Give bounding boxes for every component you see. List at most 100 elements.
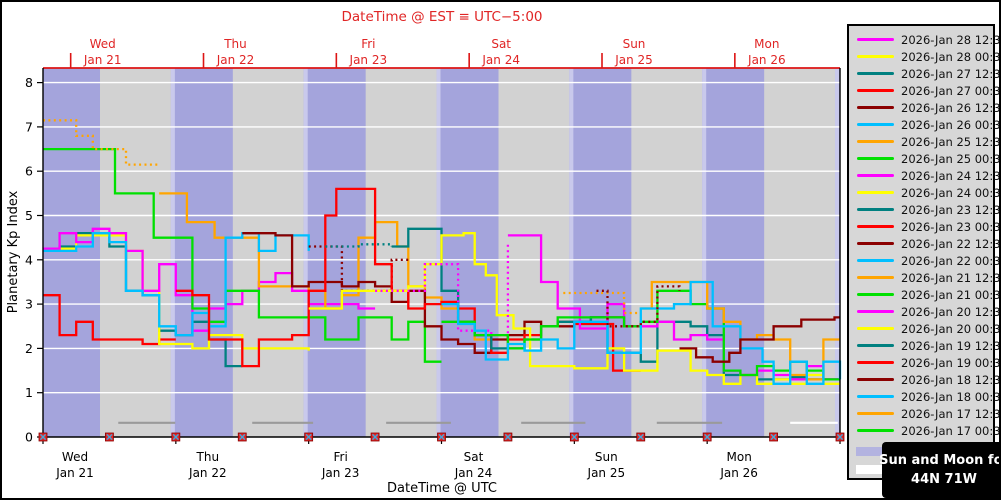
- legend-line-swatch: [857, 173, 894, 178]
- legend-line-swatch: [857, 241, 894, 246]
- time-marker: [304, 432, 314, 442]
- legend-item-label: 2026-Jan 25 12:30: [901, 134, 1001, 149]
- kp-series-line: [596, 285, 681, 328]
- utc-day-label: Sat: [464, 450, 484, 464]
- kp-series-line: [43, 232, 310, 337]
- legend-item: 2026-Jan 19 12:30: [849, 337, 999, 354]
- legend-rows: 2026-Jan 28 12:30 2026-Jan 28 00:30 2026-J…: [849, 26, 999, 439]
- legend-item-label: 2026-Jan 26 12:30: [901, 100, 1001, 115]
- legend-item: 2026-Jan 18 00:30: [849, 388, 999, 405]
- legend-item-label: 2026-Jan 22 00:30: [901, 253, 1001, 268]
- legend-item-label: 2026-Jan 27 12:30: [901, 66, 1001, 81]
- legend-item: 2026-Jan 28 00:30: [849, 48, 999, 65]
- time-marker: [769, 432, 778, 442]
- time-marker: [503, 432, 513, 442]
- y-tick-label: 0: [25, 430, 33, 445]
- utc-date-label: Jan 26: [719, 466, 758, 480]
- legend: 2026-Jan 28 12:30 2026-Jan 28 00:30 2026-J…: [847, 24, 999, 498]
- legend-item: 2026-Jan 28 12:30: [849, 31, 999, 48]
- legend-line-swatch: [857, 224, 894, 229]
- legend-moon-band-swatch: [856, 465, 897, 474]
- y-axis-title: Planetary Kp Index: [6, 190, 21, 313]
- legend-line-swatch: [857, 360, 894, 365]
- y-tick-label: 3: [25, 297, 33, 312]
- utc-date-label: Jan 24: [454, 466, 493, 480]
- legend-item-label: 2026-Jan 23 00:30: [901, 219, 1001, 234]
- legend-item-label: 2026-Jan 25 00:30: [901, 151, 1001, 166]
- legend-item: 2026-Jan 20 12:30: [849, 303, 999, 320]
- legend-item: 2026-Jan 25 12:30: [849, 133, 999, 150]
- daylight-band: [100, 68, 171, 437]
- sun-moon-note-line2: 44N 71W: [911, 472, 977, 487]
- legend-line-swatch: [857, 156, 894, 161]
- legend-line-swatch: [857, 105, 894, 110]
- legend-item: 2026-Jan 26 12:30: [849, 99, 999, 116]
- axis-labels: 0 1 2 3 4 5 6 7 8 Wed Jan 21 Thu Jan 22 Fri Jan 23 Sat J…: [25, 37, 786, 480]
- legend-line-swatch: [857, 275, 894, 280]
- legend-line-swatch: [857, 428, 894, 433]
- axes: [37, 53, 845, 444]
- legend-line-swatch: [857, 122, 894, 127]
- legend-item-label: 2026-Jan 21 12:30: [901, 270, 1001, 285]
- legend-item-label: 2026-Jan 24 00:30: [901, 185, 1001, 200]
- utc-day-label: Thu: [196, 450, 220, 464]
- legend-night-band-swatch: [856, 447, 897, 456]
- utc-date-label: Jan 23: [321, 466, 360, 480]
- legend-item-label: 2026-Jan 19 12:30: [901, 338, 1001, 353]
- legend-item: 2026-Jan 27 00:30: [849, 82, 999, 99]
- utc-date-label: Jan 25: [587, 466, 626, 480]
- legend-line-swatch: [857, 71, 894, 76]
- kp-series-line: [375, 242, 510, 337]
- legend-line-swatch: [857, 207, 894, 212]
- legend-item-label: 2026-Jan 18 00:30: [901, 389, 1001, 404]
- legend-line-swatch: [857, 309, 894, 314]
- kp-series-line: [43, 147, 442, 363]
- utc-date-label: Jan 21: [55, 466, 94, 480]
- legend-item-label: 2026-Jan 19 00:30: [901, 355, 1001, 370]
- legend-item: 2026-Jan 17 12:30: [849, 405, 999, 422]
- est-date-label: Jan 25: [614, 53, 653, 67]
- est-date-label: Jan 26: [747, 53, 786, 67]
- legend-item: 2026-Jan 24 12:30: [849, 167, 999, 184]
- legend-item: 2026-Jan 22 12:30: [849, 235, 999, 252]
- legend-item-label: 2026-Jan 21 00:30: [901, 287, 1001, 302]
- forecast-series-lines: [43, 119, 842, 385]
- twilight-strip: [436, 68, 441, 437]
- y-tick-label: 4: [25, 252, 33, 267]
- y-tick-label: 6: [25, 164, 33, 179]
- legend-item-label: 2026-Jan 22 12:30: [901, 236, 1001, 251]
- legend-item: 2026-Jan 18 12:30: [849, 371, 999, 388]
- legend-item: 2026-Jan 26 00:30: [849, 116, 999, 133]
- twilight-strip: [170, 68, 175, 437]
- est-day-label: Sat: [491, 37, 511, 51]
- legend-line-swatch: [857, 88, 894, 93]
- legend-line-swatch: [857, 394, 894, 399]
- legend-item: 2026-Jan 24 00:30: [849, 184, 999, 201]
- est-day-label: Wed: [90, 37, 116, 51]
- legend-item: 2026-Jan 17 00:30: [849, 422, 999, 439]
- y-tick-label: 2: [25, 341, 33, 356]
- legend-item: 2026-Jan 19 00:30: [849, 354, 999, 371]
- legend-item: 2026-Jan 23 12:30: [849, 201, 999, 218]
- y-tick-label: 1: [25, 385, 33, 400]
- kp-series-line: [43, 119, 160, 166]
- legend-item-label: 2026-Jan 23 12:30: [901, 202, 1001, 217]
- legend-item: 2026-Jan 20 00:30: [849, 320, 999, 337]
- legend-item: 2026-Jan 22 00:30: [849, 252, 999, 269]
- twilight-strip: [569, 68, 574, 437]
- legend-item-label: 2026-Jan 20 00:30: [901, 321, 1001, 336]
- legend-item: 2026-Jan 25 00:30: [849, 150, 999, 167]
- est-date-label: Jan 21: [83, 53, 122, 67]
- kp-series-line: [441, 280, 842, 385]
- est-day-label: Thu: [223, 37, 247, 51]
- legend-line-swatch: [857, 326, 894, 331]
- y-tick-label: 7: [25, 119, 33, 134]
- daylight-band: [631, 68, 703, 437]
- utc-date-label: Jan 22: [188, 466, 227, 480]
- legend-item: 2026-Jan 27 12:30: [849, 65, 999, 82]
- legend-item-label: 2026-Jan 28 00:30: [901, 49, 1001, 64]
- legend-item-label: 2026-Jan 27 00:30: [901, 83, 1001, 98]
- time-marker: [38, 432, 48, 442]
- legend-item-label: 2026-Jan 24 12:30: [901, 168, 1001, 183]
